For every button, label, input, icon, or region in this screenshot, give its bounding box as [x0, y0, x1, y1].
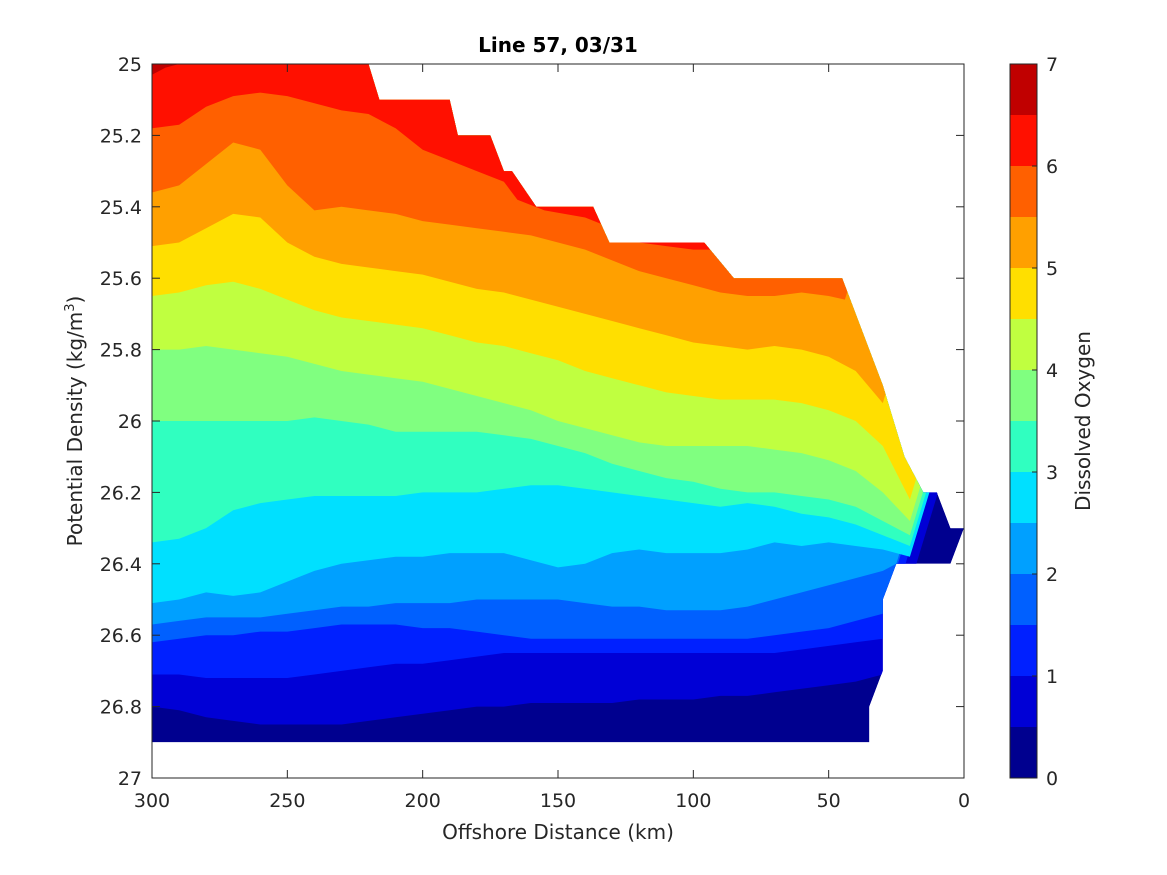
y-tick-label: 26.4 [100, 554, 142, 576]
y-axis: 25 25.2 25.4 25.6 25.8 26 26.2 26.4 26.6 26.8 27 [100, 54, 964, 790]
x-tick-label: 200 [405, 790, 441, 812]
colorbar-tick-label: 2 [1046, 564, 1058, 586]
x-axis: 300 250 200 150 100 50 0 [134, 64, 970, 812]
colorbar-label: Dissolved Oxygen [1071, 331, 1095, 511]
y-tick-label: 25.6 [100, 268, 142, 290]
x-tick-label: 100 [675, 790, 711, 812]
y-tick-label: 26 [118, 411, 142, 433]
x-tick-label: 150 [540, 790, 576, 812]
x-tick-label: 50 [817, 790, 841, 812]
band-6.5-7 [152, 64, 342, 75]
colorbar-segment [1010, 574, 1037, 625]
colorbar-segment [1010, 64, 1037, 115]
colorbar-segment [1010, 472, 1037, 523]
colorbar-segment [1010, 421, 1037, 472]
x-tick-label: 300 [134, 790, 170, 812]
colorbar-tick-label: 3 [1046, 462, 1058, 484]
colorbar-tick-label: 7 [1046, 54, 1058, 76]
chart-title: Line 57, 03/31 [478, 33, 638, 57]
colorbar-segment [1010, 217, 1037, 268]
y-tick-label: 25.8 [100, 340, 142, 362]
chart-plot-area: 300 250 200 150 100 50 0 2525.225.425.625.8262… [100, 54, 970, 812]
colorbar: 0 1 2 3 4 5 6 7 [1009, 54, 1058, 790]
y-tick-label: 26.6 [100, 625, 142, 647]
y-tick-label: 27 [118, 768, 142, 790]
x-tick-label: 0 [958, 790, 970, 812]
y-tick-label: 25.2 [100, 125, 142, 147]
y-axis-label-superscript: 3 [63, 303, 78, 311]
colorbar-segment [1010, 115, 1037, 166]
y-tick-label: 26.2 [100, 482, 142, 504]
y-tick-label: 25.4 [100, 197, 142, 219]
colorbar-segment [1010, 268, 1037, 319]
colorbar-frame [1009, 63, 1038, 779]
colorbar-segment [1010, 727, 1037, 778]
y-axis-label-main: Potential Density (kg/m [63, 312, 87, 547]
colorbar-segment [1010, 676, 1037, 727]
colorbar-tick-label: 5 [1046, 258, 1058, 280]
colorbar-tick-label: 4 [1046, 360, 1058, 382]
y-tick-label: 26.8 [100, 697, 142, 719]
colorbar-tick-label: 6 [1046, 156, 1058, 178]
colorbar-segment [1010, 523, 1037, 574]
colorbar-segment [1010, 319, 1037, 370]
colorbar-tick-label: 0 [1046, 768, 1058, 790]
colorbar-segment [1010, 166, 1037, 217]
y-tick-label: 25 [118, 54, 142, 76]
x-axis-label: Offshore Distance (km) [442, 820, 674, 844]
colorbar-tick-label: 1 [1046, 666, 1058, 688]
x-tick-label: 250 [269, 790, 305, 812]
y-axis-label-close: ) [63, 296, 87, 304]
colorbar-segment [1010, 370, 1037, 421]
y-axis-label: Potential Density (kg/m3) [63, 296, 87, 547]
colorbar-segment [1010, 625, 1037, 676]
